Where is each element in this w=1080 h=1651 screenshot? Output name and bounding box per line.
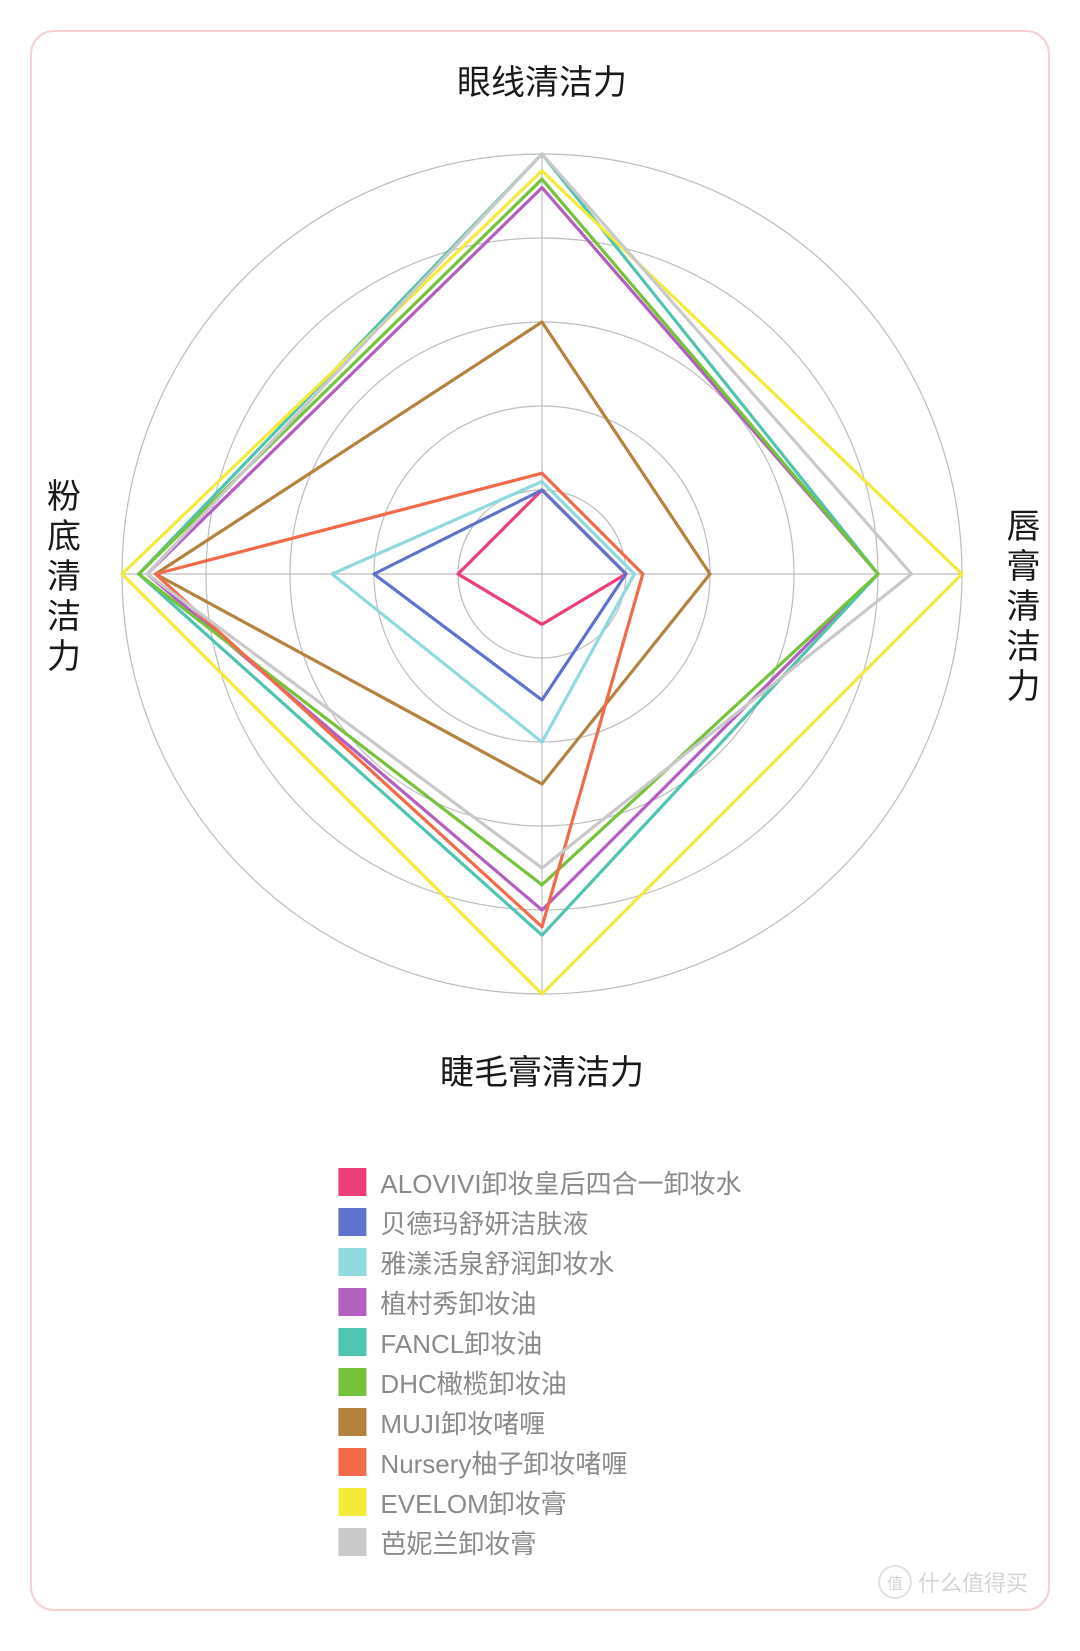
legend-label: FANCL卸妆油 bbox=[380, 1324, 542, 1361]
axis-label-right: 唇膏清洁力 bbox=[1001, 508, 1039, 702]
legend-item: 雅漾活泉舒润卸妆水 bbox=[338, 1242, 741, 1282]
legend-label: Nursery柚子卸妆啫喱 bbox=[380, 1444, 627, 1481]
legend: ALOVIVI卸妆皇后四合一卸妆水贝德玛舒妍洁肤液雅漾活泉舒润卸妆水植村秀卸妆油… bbox=[338, 1162, 741, 1562]
legend-swatch bbox=[338, 1368, 366, 1396]
legend-swatch bbox=[338, 1248, 366, 1276]
legend-label: 植村秀卸妆油 bbox=[380, 1284, 536, 1321]
watermark-badge: 值 bbox=[878, 1565, 912, 1599]
legend-item: DHC橄榄卸妆油 bbox=[338, 1362, 741, 1402]
legend-item: 贝德玛舒妍洁肤液 bbox=[338, 1202, 741, 1242]
legend-swatch bbox=[338, 1448, 366, 1476]
legend-swatch bbox=[338, 1168, 366, 1196]
legend-label: 贝德玛舒妍洁肤液 bbox=[380, 1204, 588, 1241]
legend-swatch bbox=[338, 1288, 366, 1316]
legend-item: EVELOM卸妆膏 bbox=[338, 1482, 741, 1522]
axis-label-top: 眼线清洁力 bbox=[457, 64, 627, 102]
legend-label: 芭妮兰卸妆膏 bbox=[380, 1524, 536, 1561]
legend-item: 芭妮兰卸妆膏 bbox=[338, 1522, 741, 1562]
legend-label: DHC橄榄卸妆油 bbox=[380, 1364, 566, 1401]
legend-item: FANCL卸妆油 bbox=[338, 1322, 741, 1362]
page-frame: 眼线清洁力唇膏清洁力睫毛膏清洁力 粉底清洁力 ALOVIVI卸妆皇后四合一卸妆水贝… bbox=[0, 0, 1080, 1651]
legend-swatch bbox=[338, 1528, 366, 1556]
legend-item: ALOVIVI卸妆皇后四合一卸妆水 bbox=[338, 1162, 741, 1202]
legend-item: Nursery柚子卸妆啫喱 bbox=[338, 1442, 741, 1482]
legend-swatch bbox=[338, 1328, 366, 1356]
legend-swatch bbox=[338, 1488, 366, 1516]
chart-card: 眼线清洁力唇膏清洁力睫毛膏清洁力 粉底清洁力 ALOVIVI卸妆皇后四合一卸妆水贝… bbox=[30, 30, 1050, 1611]
legend-label: 雅漾活泉舒润卸妆水 bbox=[380, 1244, 614, 1281]
watermark-text: 什么值得买 bbox=[918, 1566, 1028, 1598]
axis-label-bottom: 睫毛膏清洁力 bbox=[440, 1054, 644, 1092]
legend-swatch bbox=[338, 1208, 366, 1236]
legend-label: ALOVIVI卸妆皇后四合一卸妆水 bbox=[380, 1164, 741, 1201]
legend-item: 植村秀卸妆油 bbox=[338, 1282, 741, 1322]
watermark: 值 什么值得买 bbox=[878, 1565, 1028, 1599]
legend-item: MUJI卸妆啫喱 bbox=[338, 1402, 741, 1442]
axis-label-left: 粉底清洁力 bbox=[47, 478, 81, 676]
legend-label: EVELOM卸妆膏 bbox=[380, 1484, 566, 1521]
legend-label: MUJI卸妆啫喱 bbox=[380, 1404, 545, 1441]
radar-chart: 眼线清洁力唇膏清洁力睫毛膏清洁力 粉底清洁力 bbox=[32, 32, 1048, 1117]
legend-swatch bbox=[338, 1408, 366, 1436]
